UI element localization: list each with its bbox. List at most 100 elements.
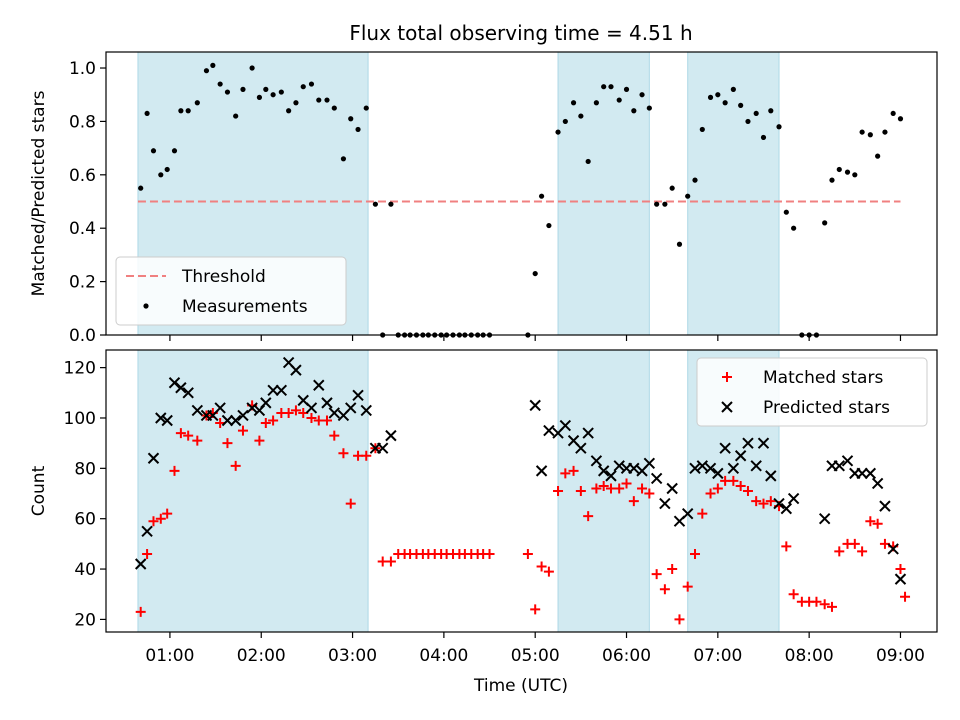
chart-title: Flux total observing time = 4.51 h <box>349 21 692 45</box>
data-point <box>355 126 361 133</box>
data-point <box>260 418 271 429</box>
data-point <box>598 480 609 491</box>
data-point <box>628 496 639 507</box>
data-point <box>363 105 369 111</box>
legend-swatch <box>721 401 733 413</box>
x-tick-label: 09:00 <box>876 646 925 666</box>
data-point <box>260 397 272 409</box>
data-point <box>897 116 904 122</box>
y-tick-label: 60 <box>74 510 96 530</box>
legend: Threshold Measurements <box>115 256 347 326</box>
data-point <box>742 486 753 496</box>
data-point <box>781 541 792 552</box>
data-point <box>360 404 372 417</box>
data-point <box>646 105 652 111</box>
data-point <box>263 86 269 92</box>
data-point <box>621 478 632 489</box>
legend-label: Measurements <box>182 297 308 317</box>
data-point <box>697 508 708 519</box>
data-point <box>316 97 322 103</box>
data-point <box>867 132 873 138</box>
data-point <box>787 492 800 505</box>
data-point <box>553 486 564 496</box>
data-point <box>650 472 663 485</box>
data-point <box>249 65 255 71</box>
data-point <box>712 483 723 494</box>
data-point <box>857 546 868 557</box>
data-point <box>575 486 586 496</box>
data-point <box>290 405 301 416</box>
data-point <box>666 482 678 495</box>
data-point <box>637 483 648 494</box>
data-point <box>623 86 630 92</box>
data-point <box>865 516 876 527</box>
data-point <box>681 507 694 520</box>
data-point <box>578 113 584 119</box>
count-panel: 20 40 60 80 100 120 01:00 02:00 03:00 04:00 05:00 0… <box>29 349 938 666</box>
data-point <box>321 415 332 426</box>
y-tick-label: 100 <box>64 409 96 429</box>
y-tick-label: 80 <box>74 459 96 479</box>
data-point <box>644 488 655 499</box>
data-point <box>585 158 591 165</box>
data-point <box>185 108 191 114</box>
data-point <box>568 465 579 476</box>
data-point <box>887 543 899 555</box>
data-point <box>662 201 668 207</box>
x-tick-label: 03:00 <box>328 646 377 666</box>
data-point <box>361 450 372 461</box>
data-point <box>293 100 299 106</box>
data-point <box>818 512 831 525</box>
y-tick-label: 1.0 <box>69 59 96 79</box>
data-point <box>148 516 159 527</box>
data-point <box>685 193 691 199</box>
data-point <box>583 511 594 522</box>
data-point <box>753 110 759 117</box>
data-point <box>682 581 693 592</box>
data-point <box>751 496 762 507</box>
data-point <box>659 497 671 510</box>
data-point <box>147 452 160 464</box>
y-tick-label: 0.8 <box>69 112 96 132</box>
data-point <box>601 84 607 90</box>
data-point <box>605 470 617 482</box>
data-point <box>217 81 223 87</box>
data-point <box>659 584 670 595</box>
data-point <box>768 108 774 114</box>
data-point <box>791 225 797 231</box>
data-point <box>164 166 170 173</box>
data-point <box>169 465 180 476</box>
data-point <box>155 412 167 424</box>
data-point <box>734 450 747 462</box>
data-point <box>562 118 568 125</box>
data-point <box>776 124 782 130</box>
data-point <box>237 425 248 436</box>
data-point <box>856 467 868 480</box>
data-point <box>275 384 288 396</box>
data-point <box>826 601 837 612</box>
data-point <box>728 475 739 486</box>
data-point <box>388 201 394 207</box>
data-point <box>890 110 896 117</box>
data-point <box>372 201 378 207</box>
x-tick-label: 05:00 <box>511 646 560 666</box>
x-tick-label: 06:00 <box>602 646 651 666</box>
data-point <box>727 462 740 475</box>
data-point <box>194 100 200 106</box>
data-point <box>150 148 157 154</box>
x-tick-label: 08:00 <box>785 646 834 666</box>
data-point <box>305 402 318 414</box>
data-point <box>306 412 317 423</box>
data-point <box>203 68 210 74</box>
data-point <box>221 414 234 427</box>
observing-interval-shade <box>137 350 369 632</box>
data-point <box>210 62 216 68</box>
data-point <box>321 397 333 409</box>
data-point <box>530 604 541 615</box>
data-point <box>254 435 265 446</box>
data-point <box>345 402 357 414</box>
data-point <box>191 404 204 417</box>
data-point <box>582 427 594 439</box>
data-point <box>256 94 263 100</box>
data-point <box>750 460 762 472</box>
